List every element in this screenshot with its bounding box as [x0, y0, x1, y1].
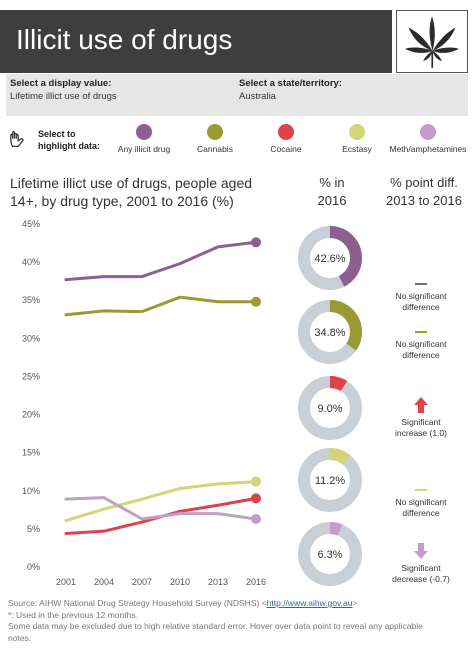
dash-icon: [415, 489, 427, 491]
legend-dot: [278, 124, 294, 140]
donut-label: 9.0%: [317, 403, 342, 415]
series-end-point[interactable]: [251, 296, 261, 307]
highlight-legend: Select to highlight data: Any illicit dr…: [0, 120, 474, 160]
y-tick-label: 0%: [27, 562, 40, 572]
footnote: notes.: [8, 632, 32, 643]
donut-label: 42.6%: [314, 253, 345, 265]
legend-dot: [349, 124, 365, 140]
donut-label: 6.3%: [317, 549, 342, 561]
legend-label: Cannabis: [197, 144, 233, 154]
footnote: Some data may be excluded due to high re…: [8, 621, 423, 631]
page-header: Illicit use of drugs: [0, 10, 392, 73]
hand-pointer-icon: [10, 131, 24, 147]
y-tick-label: 40%: [22, 257, 40, 267]
legend-meth[interactable]: Meth/amphetamines: [388, 124, 468, 154]
x-tick-label: 2001: [56, 577, 76, 587]
y-tick-label: 20%: [22, 410, 40, 420]
donut-value-arc: [298, 226, 362, 290]
filter-bar: Select a display value: Lifetime illict …: [6, 74, 468, 116]
legend-label: Ecstasy: [342, 144, 372, 154]
donut-value-arc: [298, 300, 362, 364]
arrow-up-icon: [414, 397, 428, 413]
state-filter[interactable]: Select a state/territory: Australia: [239, 77, 342, 103]
legend-cocaine[interactable]: Cocaine: [246, 124, 326, 154]
display-value-filter[interactable]: Select a display value: Lifetime illict …: [10, 77, 117, 103]
pct-column-header: % in 2016: [317, 175, 347, 208]
legend-title: Select to highlight data:: [38, 129, 100, 151]
x-tick-label: 2007: [132, 577, 152, 587]
y-tick-label: 25%: [22, 371, 40, 381]
series-end-point[interactable]: [251, 513, 261, 524]
y-tick-label: 10%: [22, 486, 40, 496]
donut-chart[interactable]: 6.3%: [298, 522, 362, 586]
cannabis-leaf-icon: [405, 15, 459, 68]
donut-chart[interactable]: 9.0%: [298, 376, 362, 440]
donut-chart[interactable]: 11.2%: [298, 448, 362, 512]
x-tick-label: 2004: [94, 577, 114, 587]
diff-any-illicit: No significant difference: [376, 280, 466, 313]
source-line: Source: AIHW National Drug Strategy Hous…: [8, 598, 358, 608]
state-label: Select a state/territory:: [239, 78, 342, 89]
y-tick-label: 15%: [22, 448, 40, 458]
series-line[interactable]: [64, 480, 258, 523]
legend-cannabis[interactable]: Cannabis: [175, 124, 255, 154]
legend-label: Any illicit drug: [117, 144, 171, 154]
logo: [396, 10, 468, 73]
series-line[interactable]: [64, 240, 258, 282]
y-tick-label: 30%: [22, 333, 40, 343]
y-tick-label: 35%: [22, 295, 40, 305]
diff-cannabis: No significant difference: [376, 328, 466, 361]
source-link[interactable]: http://www.aihw.gov.au: [266, 598, 353, 608]
donut-value-arc: [298, 376, 362, 440]
donut-value-arc: [298, 522, 362, 586]
diff-ecstasy: No significant difference: [376, 486, 466, 519]
donut-column: 42.6% 34.8% 9.0% 11.2% 6.3%: [298, 226, 362, 586]
series-end-point[interactable]: [251, 476, 261, 487]
state-select[interactable]: Australia: [239, 91, 276, 102]
diff-meth: Significant decrease (-0.7): [376, 542, 466, 585]
footer: Source: AIHW National Drug Strategy Hous…: [8, 598, 468, 644]
display-value-label: Select a display value:: [10, 78, 112, 89]
series-end-point[interactable]: [251, 493, 261, 504]
arrow-down-icon: [414, 543, 428, 559]
legend-any-illicit[interactable]: Any illicit drug: [104, 124, 184, 154]
chart-title: Lifetime illict use of drugs, people age…: [10, 175, 253, 209]
x-tick-label: 2013: [208, 577, 228, 587]
x-tick-label: 2016: [246, 577, 266, 587]
legend-label: Cocaine: [270, 144, 302, 154]
display-value-select[interactable]: Lifetime illict use of drugs: [10, 91, 117, 102]
legend-label: Meth/amphetamines: [389, 144, 467, 154]
series-line[interactable]: [64, 295, 258, 317]
dash-icon: [415, 283, 427, 285]
page-title: Illicit use of drugs: [16, 24, 233, 55]
legend-dot: [207, 124, 223, 140]
y-tick-label: 5%: [27, 524, 40, 534]
y-tick-label: 45%: [22, 219, 40, 229]
legend-ecstasy[interactable]: Ecstasy: [317, 124, 397, 154]
x-tick-label: 2010: [170, 577, 190, 587]
donut-chart[interactable]: 42.6%: [298, 226, 362, 290]
dash-icon: [415, 331, 427, 333]
donut-label: 11.2%: [315, 475, 346, 487]
legend-dot: [420, 124, 436, 140]
footnote: *: Used in the previous 12 months.: [8, 609, 138, 620]
diff-cocaine: Significant increase (1.0): [376, 396, 466, 439]
donut-label: 34.8%: [314, 327, 345, 339]
series-end-point[interactable]: [251, 237, 261, 248]
diff-column-header: % point diff. 2013 to 2016: [386, 175, 462, 208]
legend-dot: [136, 124, 152, 140]
series-line[interactable]: [64, 496, 258, 521]
donut-chart[interactable]: 34.8%: [298, 300, 362, 364]
donut-value-arc: [298, 448, 362, 512]
line-chart: 0% 5% 10% 15% 20% 25% 30% 35% 40% 45% 2001 2004 2007…: [22, 219, 266, 587]
